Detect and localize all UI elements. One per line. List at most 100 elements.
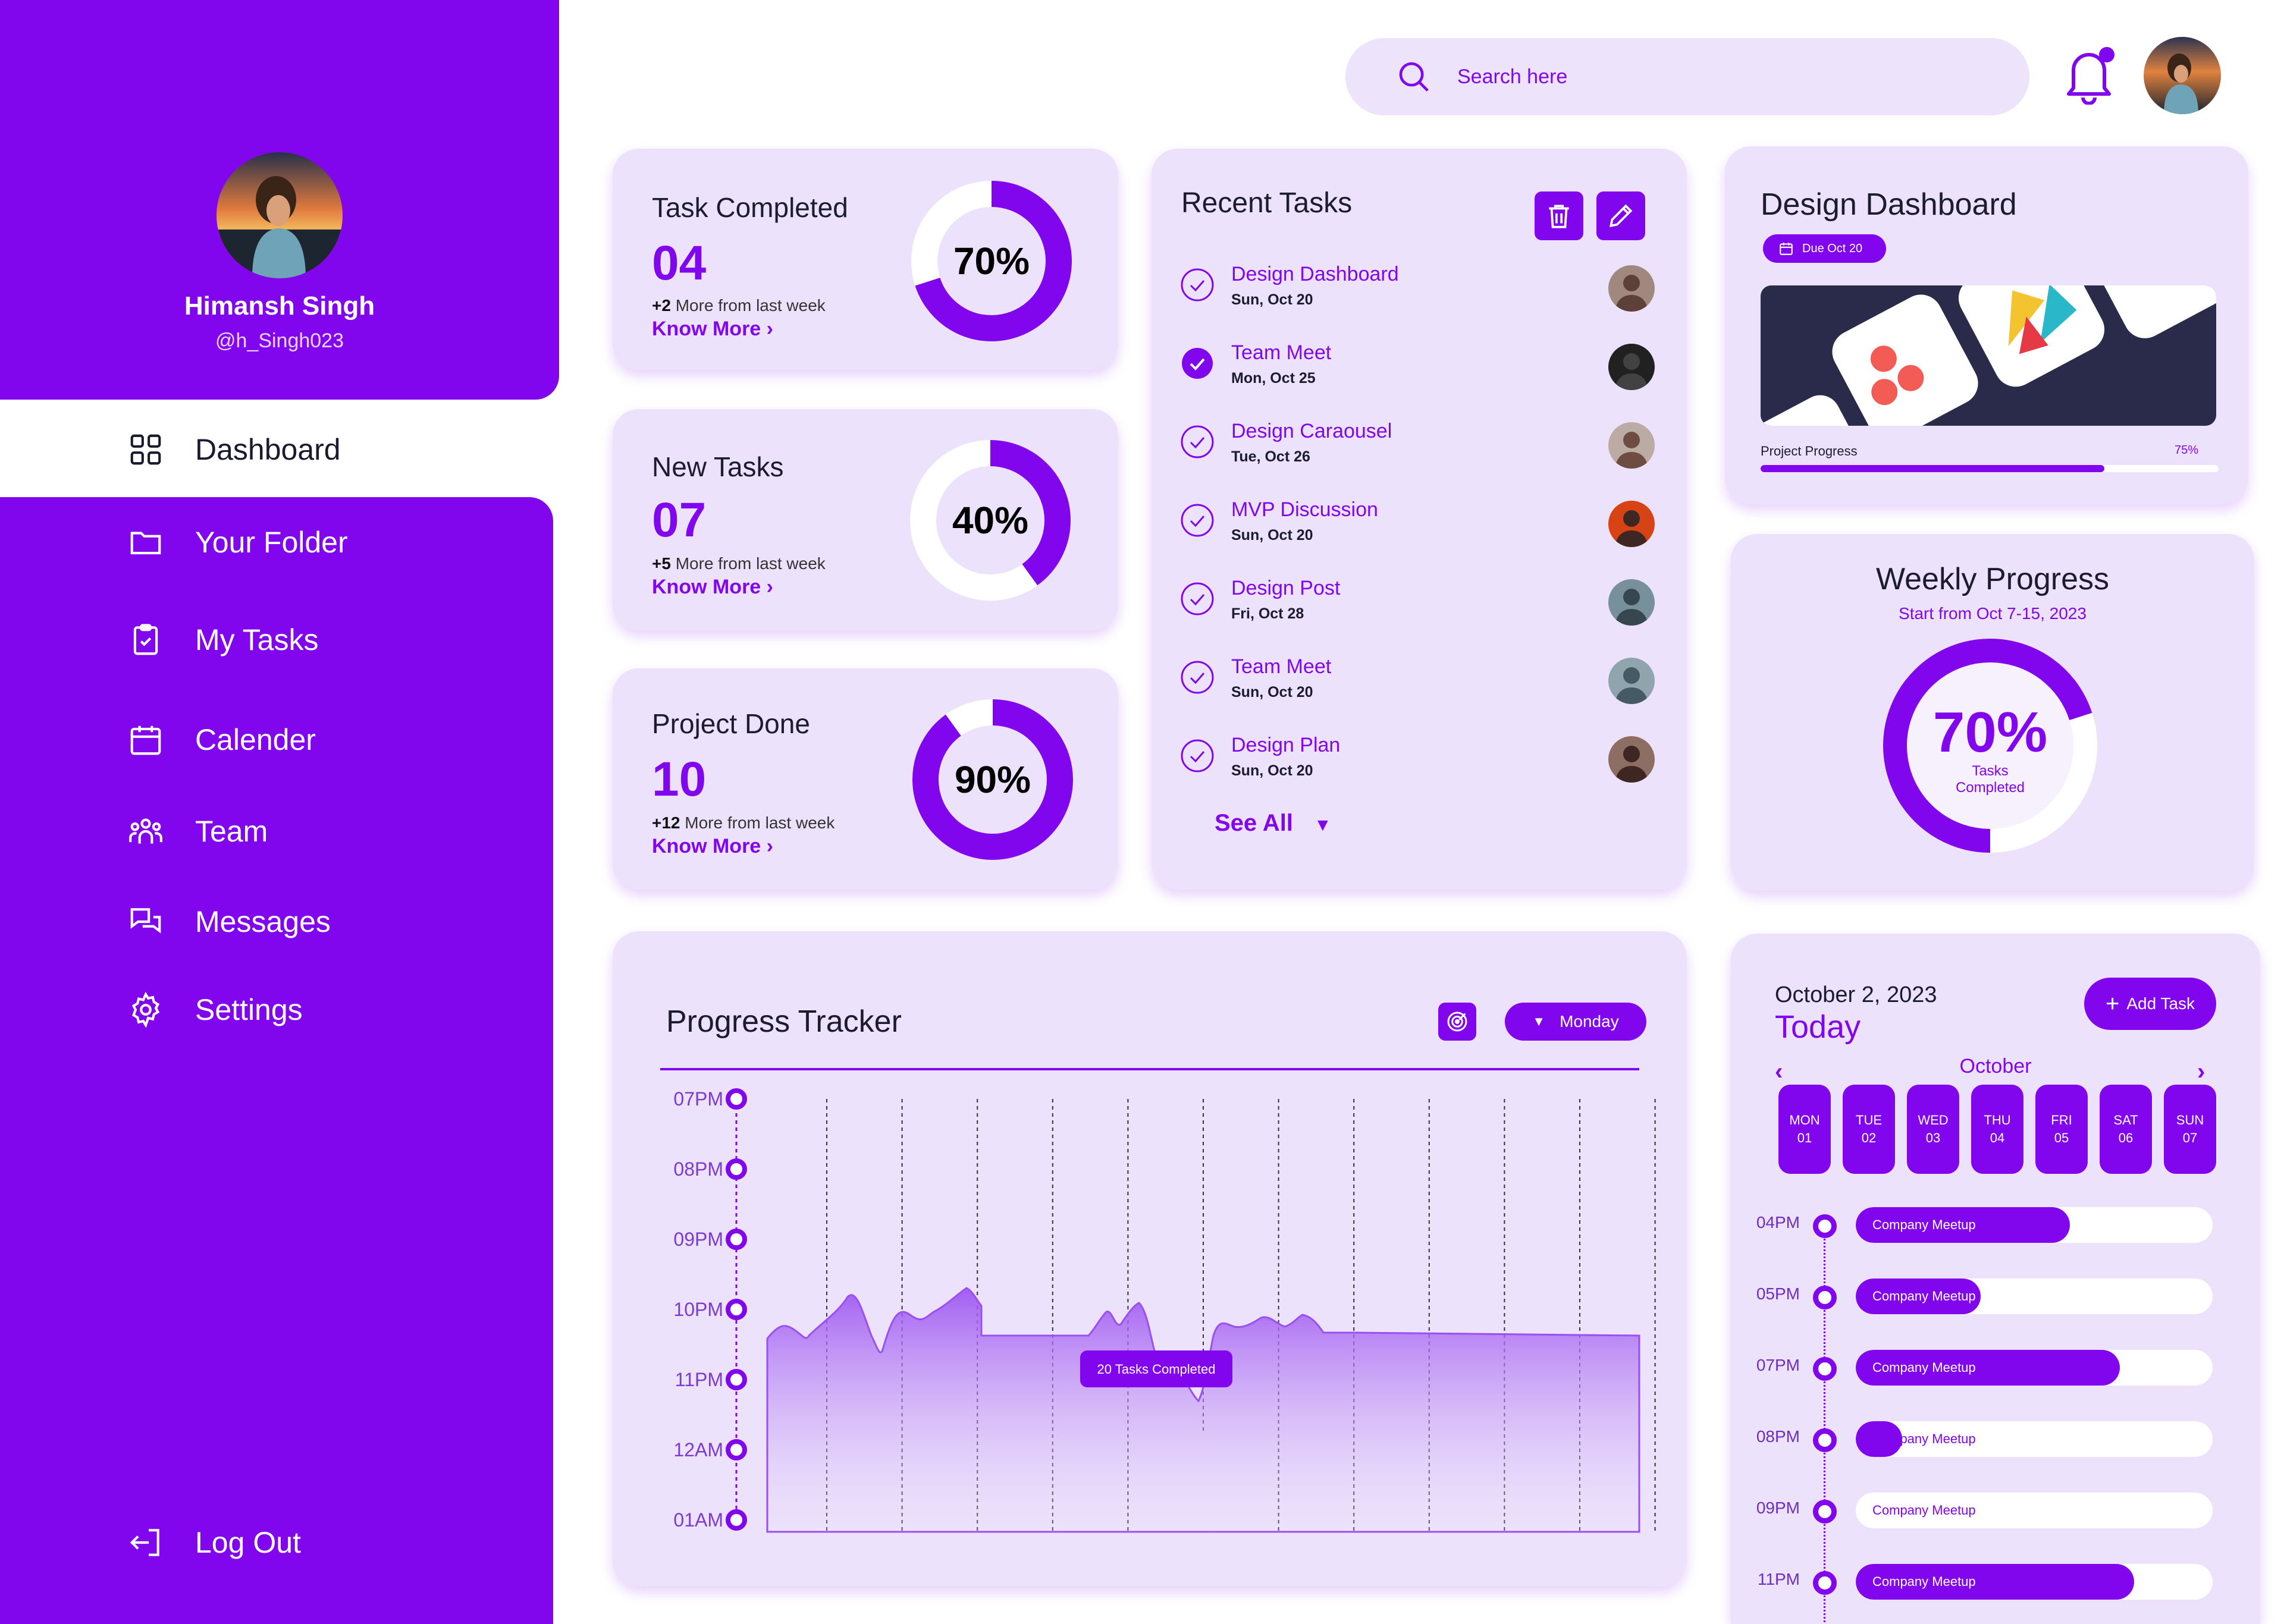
- user-avatar[interactable]: [2144, 37, 2221, 114]
- task-row[interactable]: Design Post Fri, Oct 28: [1180, 573, 1656, 639]
- logout-button[interactable]: Log Out: [127, 1519, 301, 1566]
- day-chip[interactable]: WED 03: [1907, 1085, 1959, 1174]
- schedule-event[interactable]: Company Meetup: [1856, 1279, 2213, 1314]
- notification-button[interactable]: [2060, 43, 2117, 105]
- schedule-event[interactable]: Company Meetup: [1856, 1564, 2213, 1600]
- task-date: Sun, Oct 20: [1231, 762, 1313, 779]
- day-chip[interactable]: SUN 07: [2164, 1085, 2216, 1174]
- nav-label: Dashboard: [195, 433, 341, 466]
- day-chip[interactable]: FRI 05: [2035, 1085, 2088, 1174]
- day-filter-dropdown[interactable]: ▼ Monday: [1505, 1003, 1646, 1041]
- tracker-time-label: 11PM: [675, 1369, 723, 1390]
- know-more-link[interactable]: Know More ›: [652, 835, 773, 857]
- stat-delta: +5 More from last week: [652, 554, 826, 573]
- assignee-avatar[interactable]: [1608, 658, 1655, 704]
- weekly-percent: 70%: [1933, 701, 2047, 764]
- check-circle-icon[interactable]: [1180, 425, 1215, 459]
- schedule-time: 09PM: [1756, 1499, 1800, 1517]
- schedule-event-label: Company Meetup: [1872, 1289, 1976, 1303]
- know-more-link[interactable]: Know More ›: [652, 318, 773, 340]
- assignee-avatar[interactable]: [1608, 265, 1655, 312]
- task-date: Fri, Oct 28: [1231, 605, 1304, 622]
- stat-card-project-done[interactable]: Project Done 10 +12 More from last week …: [613, 668, 1118, 890]
- tracker-time-label: 12AM: [673, 1439, 723, 1460]
- task-date: Mon, Oct 25: [1231, 370, 1316, 387]
- assignee-avatar[interactable]: [1608, 344, 1655, 390]
- task-row[interactable]: Design Plan Sun, Oct 20: [1180, 730, 1656, 796]
- nav-team[interactable]: Team: [127, 808, 268, 855]
- know-more-link[interactable]: Know More ›: [652, 576, 773, 598]
- schedule-event[interactable]: Company Meetup: [1856, 1493, 2213, 1528]
- assignee-avatar[interactable]: [1608, 501, 1655, 547]
- nav-label: Team: [195, 815, 268, 848]
- tracker-time-marker: [726, 1299, 747, 1320]
- nav-settings[interactable]: Settings: [127, 986, 303, 1034]
- day-chip[interactable]: MON 01: [1778, 1085, 1831, 1174]
- tracker-tooltip: 20 Tasks Completed: [1080, 1350, 1232, 1387]
- pencil-icon: [1609, 204, 1633, 228]
- schedule-marker: [1813, 1571, 1837, 1595]
- target-button[interactable]: [1438, 1003, 1476, 1041]
- nav-messages[interactable]: Messages: [127, 898, 331, 945]
- day-number: 07: [2182, 1130, 2198, 1145]
- check-circle-icon[interactable]: [1180, 582, 1215, 616]
- bell-icon: [2067, 47, 2114, 105]
- profile-avatar[interactable]: [217, 152, 343, 278]
- task-row[interactable]: MVP Discussion Sun, Oct 20: [1180, 495, 1656, 560]
- task-row[interactable]: Design Caraousel Tue, Oct 26: [1180, 416, 1656, 482]
- weekly-caption-1: Tasks: [1972, 763, 2008, 779]
- task-row[interactable]: Design Dashboard Sun, Oct 20: [1180, 259, 1656, 325]
- check-circle-icon[interactable]: [1180, 268, 1215, 302]
- search-bar[interactable]: [1345, 38, 2029, 115]
- schedule-event[interactable]: Company Meetup: [1856, 1350, 2213, 1386]
- tracker-time-label: 07PM: [673, 1088, 723, 1110]
- tracker-time-marker: [726, 1158, 747, 1180]
- stat-title: Task Completed: [652, 192, 848, 223]
- tooltip-text: 20 Tasks Completed: [1097, 1362, 1216, 1377]
- stat-card-new-tasks[interactable]: New Tasks 07 +5 More from last week Know…: [613, 409, 1118, 630]
- logout-icon: [130, 1529, 159, 1556]
- task-row[interactable]: Team Meet Sun, Oct 20: [1180, 652, 1656, 717]
- see-all-button[interactable]: See All ▼: [1215, 810, 1332, 836]
- schedule-time: 07PM: [1756, 1356, 1800, 1374]
- day-chip[interactable]: THU 04: [1971, 1085, 2023, 1174]
- stat-card-task-completed[interactable]: Task Completed 04 +2 More from last week…: [613, 149, 1118, 370]
- add-task-button[interactable]: + Add Task: [2084, 978, 2216, 1030]
- design-dashboard-card[interactable]: Design Dashboard Due Oct 20 Project Prog…: [1725, 146, 2248, 504]
- check-circle-icon[interactable]: [1180, 346, 1215, 381]
- assignee-avatar[interactable]: [1608, 579, 1655, 626]
- schedule-event-label: Company Meetup: [1872, 1503, 1976, 1518]
- search-input[interactable]: [1457, 65, 1874, 89]
- prev-month-button[interactable]: ‹: [1775, 1058, 1783, 1085]
- project-thumbnail: [1761, 285, 2216, 426]
- task-name: Design Dashboard: [1231, 263, 1399, 285]
- tracker-divider: [660, 1068, 1639, 1070]
- assignee-avatar[interactable]: [1608, 422, 1655, 469]
- stat-value: 04: [652, 236, 707, 290]
- assignee-avatar[interactable]: [1608, 736, 1655, 783]
- check-circle-icon[interactable]: [1180, 739, 1215, 773]
- chevron-right-icon: ›: [766, 576, 773, 598]
- nav-calender[interactable]: Calender: [127, 716, 316, 764]
- nav-your-folder[interactable]: Your Folder: [127, 519, 348, 566]
- nav-label: Settings: [195, 993, 303, 1026]
- schedule-event[interactable]: Company Meetup: [1856, 1421, 2213, 1457]
- day-chip[interactable]: TUE 02: [1843, 1085, 1895, 1174]
- schedule-event-label: Company Meetup: [1872, 1360, 1976, 1375]
- check-circle-icon[interactable]: [1180, 660, 1215, 695]
- nav-dashboard[interactable]: Dashboard: [127, 426, 341, 473]
- schedule-time: 05PM: [1756, 1284, 1800, 1303]
- edit-button[interactable]: [1596, 191, 1645, 240]
- next-month-button[interactable]: ›: [2197, 1058, 2205, 1085]
- tracker-title: Progress Tracker: [666, 1004, 902, 1039]
- nav-my-tasks[interactable]: My Tasks: [127, 616, 318, 664]
- check-circle-icon[interactable]: [1180, 503, 1215, 538]
- day-chip[interactable]: SAT 06: [2100, 1085, 2152, 1174]
- task-row[interactable]: Team Meet Mon, Oct 25: [1180, 338, 1656, 403]
- schedule-event[interactable]: Company Meetup: [1856, 1207, 2213, 1243]
- schedule-time: 11PM: [1757, 1570, 1800, 1588]
- recent-tasks-card: Recent Tasks Design Dashboard Sun, Oct 20…: [1152, 149, 1687, 890]
- project-title: Design Dashboard: [1761, 187, 2017, 222]
- delete-button[interactable]: [1535, 191, 1583, 240]
- progress-ring: 40%: [910, 440, 1071, 601]
